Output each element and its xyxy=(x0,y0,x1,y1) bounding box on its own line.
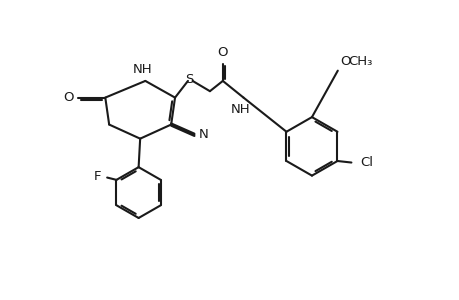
Text: S: S xyxy=(185,73,193,86)
Text: NH: NH xyxy=(230,103,250,116)
Text: O: O xyxy=(63,91,73,104)
Text: O: O xyxy=(339,55,350,68)
Text: O: O xyxy=(217,46,228,59)
Text: NH: NH xyxy=(132,63,152,76)
Text: Cl: Cl xyxy=(360,156,373,169)
Text: N: N xyxy=(198,128,207,141)
Text: CH₃: CH₃ xyxy=(348,55,372,68)
Text: F: F xyxy=(94,169,101,182)
